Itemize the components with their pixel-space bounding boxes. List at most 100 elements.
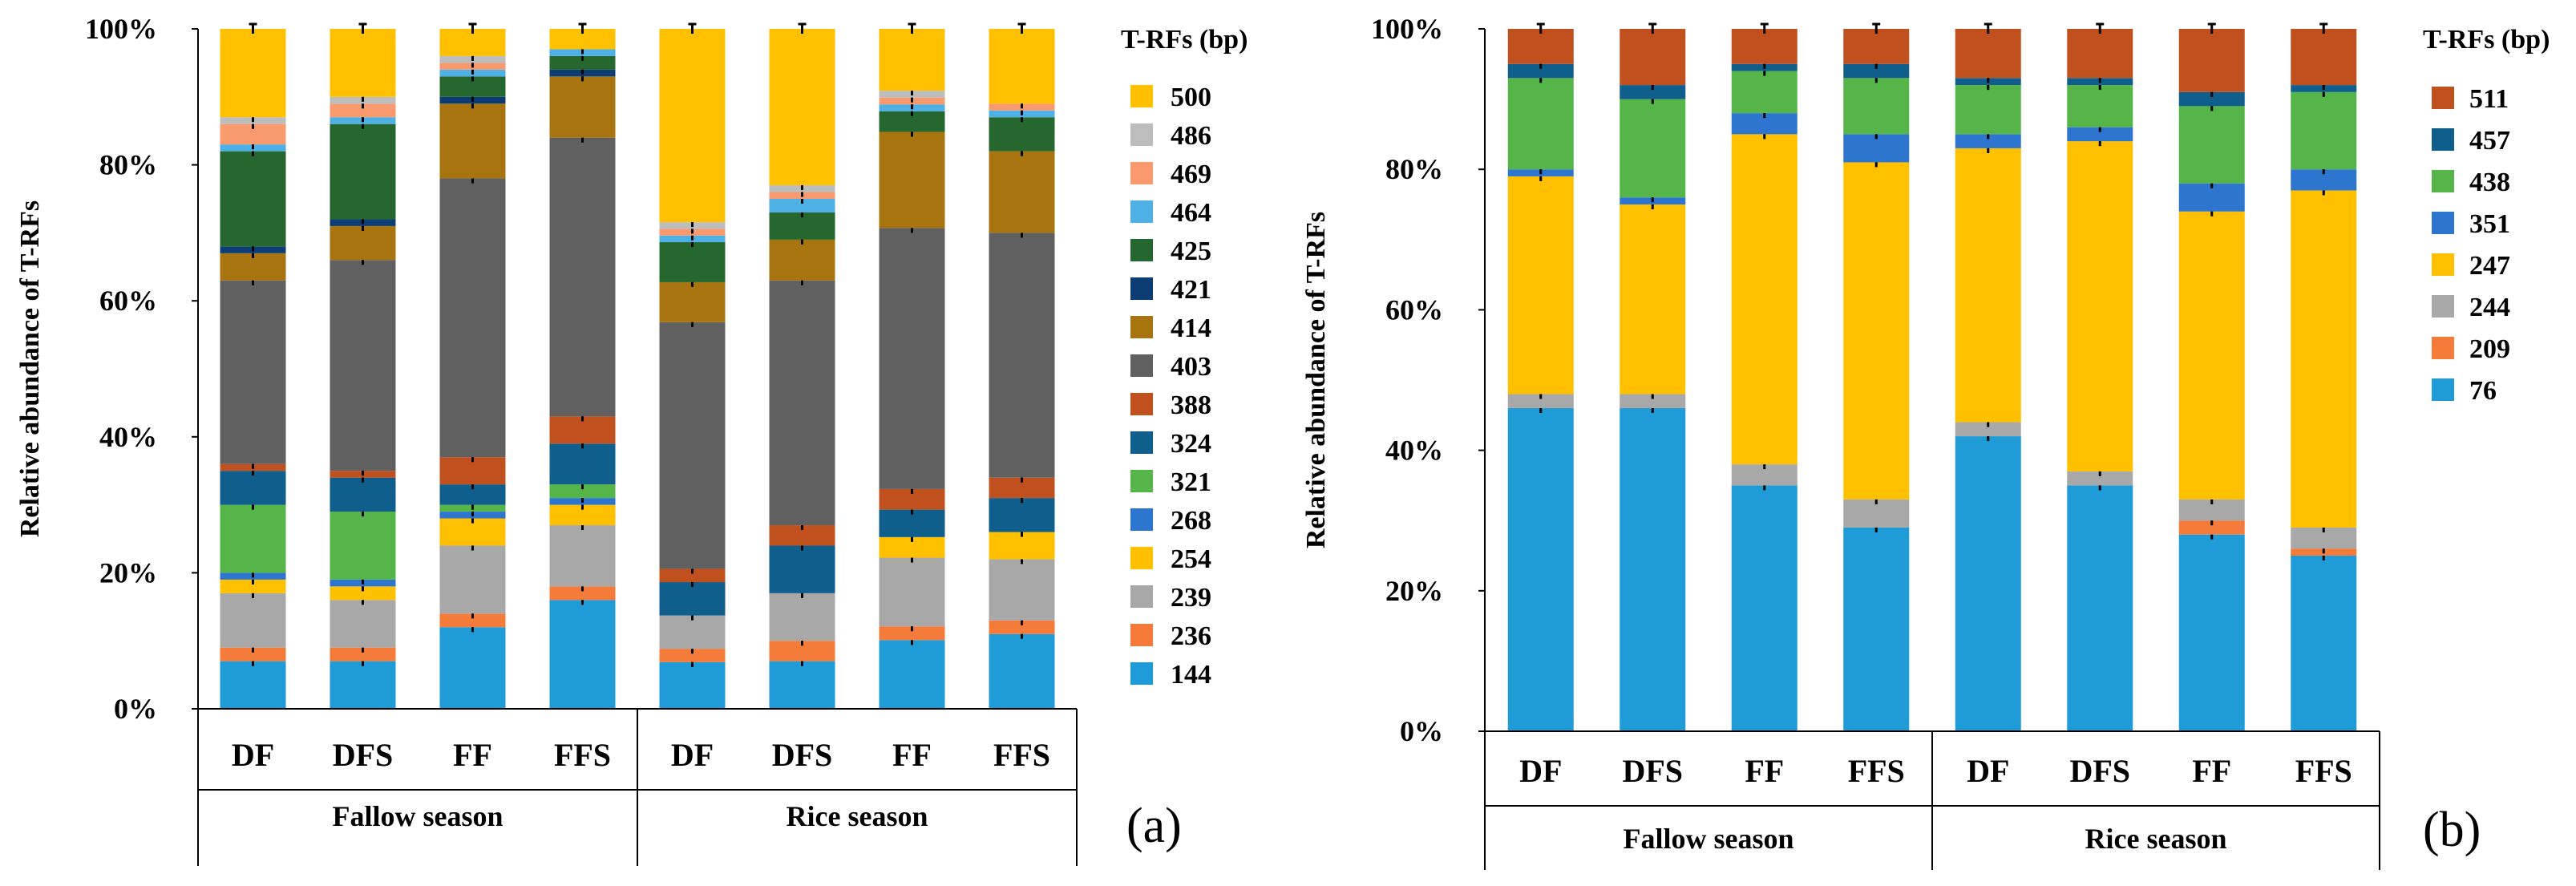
bar-segment-ffs-76 xyxy=(1843,527,1910,731)
bar-segment-dfs-254 xyxy=(330,586,396,601)
legend-title: T-RFs (bp) xyxy=(2423,25,2550,55)
bar-segment-ffs-500 xyxy=(989,29,1055,104)
panel-b: 0% 20% 40% 60% 80% 100% Relative abundance of … xyxy=(1301,13,2550,870)
bar-segment-dfs-414 xyxy=(769,239,835,281)
y-tick-label: 60% xyxy=(99,285,157,317)
legend-swatch-144 xyxy=(1130,662,1153,685)
bar-segment-ffs-511 xyxy=(2291,29,2357,86)
bar-segment-dfs-500 xyxy=(769,29,835,186)
legend-swatch-421 xyxy=(1130,277,1153,300)
bar-segment-ff-144 xyxy=(439,627,506,709)
bar-segment-ff-500 xyxy=(879,29,945,91)
legend-label-236: 236 xyxy=(1171,621,1211,651)
legend-swatch-511 xyxy=(2432,87,2454,109)
bar-segment-dfs-500 xyxy=(330,29,396,97)
x-category-label: FF xyxy=(1745,753,1784,789)
legend-label-388: 388 xyxy=(1171,390,1211,420)
bar-segment-ff-247 xyxy=(2178,211,2245,500)
bar-segment-ffs-511 xyxy=(1843,29,1910,64)
bar-segment-ffs-239 xyxy=(989,559,1055,621)
x-category-label: FF xyxy=(2192,753,2231,789)
bar-segment-ffs-425 xyxy=(549,55,616,70)
bar-segment-df-388 xyxy=(659,568,726,583)
y-tick-label: 0% xyxy=(1400,715,1443,747)
legend-label-324: 324 xyxy=(1171,429,1211,459)
bar-segment-dfs-414 xyxy=(330,225,396,261)
bar-segment-df-239 xyxy=(659,615,726,649)
legend-label-351: 351 xyxy=(2469,209,2510,239)
legend-label-244: 244 xyxy=(2469,293,2510,322)
bar-segment-dfs-239 xyxy=(769,593,835,641)
legend-label-209: 209 xyxy=(2469,334,2510,364)
bar-segment-dfs-144 xyxy=(769,661,835,709)
y-tick-label: 80% xyxy=(1385,153,1443,185)
bar-segment-dfs-76 xyxy=(1620,408,1686,731)
legend-label-425: 425 xyxy=(1171,237,1211,266)
y-tick-label: 80% xyxy=(99,149,157,181)
x-category-label: FF xyxy=(453,737,492,773)
group-label: Fallow season xyxy=(1623,823,1793,855)
legend-swatch-438 xyxy=(2432,170,2454,192)
bar-segment-ff-438 xyxy=(1731,71,1798,114)
bar-segment-dfs-511 xyxy=(1620,29,1686,86)
bar-segment-df-324 xyxy=(659,582,726,616)
bar-segment-dfs-403 xyxy=(769,280,835,526)
legend-label-421: 421 xyxy=(1171,275,1211,305)
bar-segment-df-247 xyxy=(1955,148,2021,423)
bar-segment-ffs-239 xyxy=(549,525,616,587)
legend-label-457: 457 xyxy=(2469,126,2510,156)
legend-label-144: 144 xyxy=(1171,660,1211,690)
bar-segment-df-511 xyxy=(1955,29,2021,79)
legend-label-486: 486 xyxy=(1171,121,1211,151)
y-tick-label: 20% xyxy=(99,556,157,589)
legend-label-500: 500 xyxy=(1171,83,1211,112)
bar-segment-ff-403 xyxy=(879,228,945,489)
bar-segment-dfs-247 xyxy=(2067,141,2133,471)
bar-segment-ffs-236 xyxy=(549,586,616,601)
bar-segment-df-324 xyxy=(220,471,286,505)
legend-swatch-469 xyxy=(1130,162,1153,184)
x-category-label: DFS xyxy=(772,737,833,773)
bar-segment-df-511 xyxy=(1507,29,1574,64)
bar-segment-dfs-351 xyxy=(2067,127,2133,142)
bar-segment-df-403 xyxy=(220,280,286,464)
bar-segment-ff-209 xyxy=(2178,520,2245,535)
bar-segment-df-247 xyxy=(1507,176,1574,394)
panel-label: (b) xyxy=(2423,803,2481,857)
legend-swatch-351 xyxy=(2432,212,2454,234)
bar-segment-ffs-236 xyxy=(989,620,1055,634)
x-category-label: FF xyxy=(892,737,932,773)
legend-label-511: 511 xyxy=(2469,84,2509,114)
bar-segment-dfs-438 xyxy=(2067,85,2133,127)
bar-segment-df-244 xyxy=(1955,422,2021,437)
bar-segment-dfs-144 xyxy=(330,661,396,709)
legend-label-464: 464 xyxy=(1171,198,1211,228)
panel-label: (a) xyxy=(1126,799,1182,853)
bar-segment-dfs-438 xyxy=(1620,99,1686,198)
bar-segment-ff-414 xyxy=(879,131,945,229)
x-category-label: DF xyxy=(671,737,714,773)
bar-segment-dfs-403 xyxy=(330,260,396,471)
bar-segment-dfs-511 xyxy=(2067,29,2133,79)
bar-segment-df-438 xyxy=(1507,78,1574,170)
y-tick-label: 100% xyxy=(85,13,157,45)
bar-segment-df-144 xyxy=(220,661,286,709)
bar-segment-ffs-414 xyxy=(549,76,616,138)
bar-segment-ff-438 xyxy=(2178,106,2245,184)
group-label: Rice season xyxy=(787,800,928,832)
legend-title: T-RFs (bp) xyxy=(1121,25,1248,55)
x-category-label: FFS xyxy=(1848,753,1905,789)
bar-segment-dfs-321 xyxy=(330,512,396,580)
x-category-label: FFS xyxy=(554,737,611,773)
bar-segment-ff-236 xyxy=(439,613,506,628)
legend-swatch-244 xyxy=(2432,295,2454,318)
legend-swatch-236 xyxy=(1130,624,1153,646)
panel-a: 0% 20% 40% 60% 80% 100% Relative abundance of … xyxy=(15,13,1248,866)
bar-segment-ffs-403 xyxy=(989,233,1055,478)
x-category-label: DFS xyxy=(1622,753,1683,789)
bar-segment-df-76 xyxy=(1955,436,2021,731)
x-category-label: FFS xyxy=(993,737,1050,773)
bar-segment-dfs-244 xyxy=(2067,471,2133,486)
legend-label-403: 403 xyxy=(1171,352,1211,382)
